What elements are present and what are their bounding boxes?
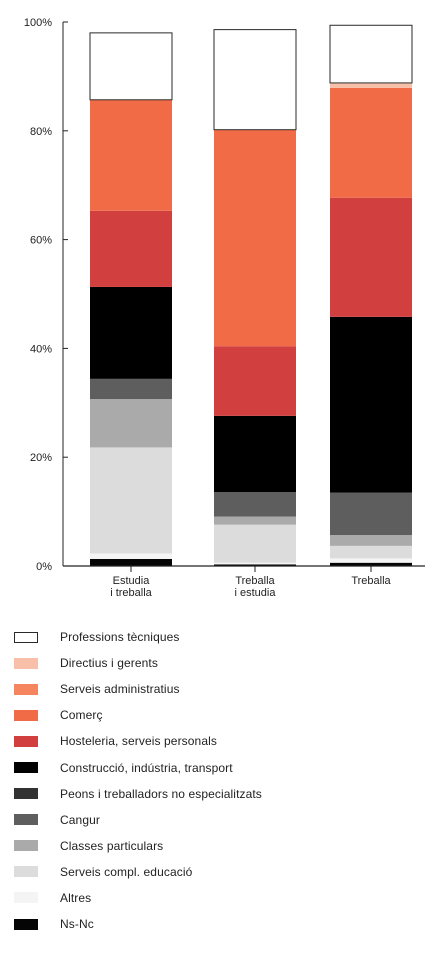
legend-item: Professions tècniques [14, 624, 424, 650]
y-tick-label: 0% [36, 561, 52, 573]
bar-segment [330, 534, 412, 546]
bar-segment [330, 492, 412, 535]
bar-segment [330, 558, 412, 563]
bar-segment [330, 562, 412, 566]
legend-label: Construcció, indústria, transport [60, 760, 233, 775]
bar-segment [330, 87, 412, 198]
bar-segment [330, 545, 412, 559]
y-tick-label: 40% [30, 343, 52, 355]
y-tick-label: 60% [30, 235, 52, 247]
legend-swatch [14, 892, 38, 904]
bar-segment [90, 378, 172, 399]
bar-segment [330, 82, 412, 88]
legend-swatch [14, 814, 38, 826]
legend-swatch [14, 762, 38, 774]
legend-label: Altres [60, 890, 92, 905]
bar-segment [89, 32, 173, 101]
legend-swatch [14, 683, 38, 695]
x-tick-label: Treballa [351, 575, 391, 587]
x-tick-label: Treballa [235, 575, 275, 587]
x-tick-label: i treballa [110, 587, 152, 599]
bar-segment [214, 492, 296, 517]
legend-item: Cangur [14, 807, 424, 833]
bar-segment [214, 564, 296, 566]
bar-segment [330, 316, 412, 493]
legend-label: Professions tècniques [60, 630, 180, 645]
bar-segment [90, 447, 172, 554]
y-tick-label: 100% [24, 17, 52, 29]
legend-item: Construcció, indústria, transport [14, 754, 424, 780]
y-tick-label: 80% [30, 126, 52, 138]
x-tick-label: Estudia [113, 575, 151, 587]
legend-label: Directius i gerents [60, 656, 158, 671]
legend-label: Cangur [60, 812, 100, 827]
bar-segment [214, 524, 296, 563]
bar-segment [329, 24, 413, 84]
legend-swatch [14, 735, 38, 747]
bar-segment [214, 346, 296, 416]
legend-label: Hosteleria, serveis personals [60, 734, 217, 749]
bar-segment [214, 129, 296, 347]
bar-segment [90, 210, 172, 287]
legend-item: Classes particulars [14, 833, 424, 859]
legend-label: Ns-Nc [60, 917, 94, 932]
legend-label: Serveis administratius [60, 682, 180, 697]
legend-label: Comerç [60, 708, 103, 723]
bar-segment [90, 286, 172, 379]
legend-swatch [14, 788, 38, 800]
bar-segment [214, 516, 296, 525]
legend-item: Altres [14, 885, 424, 911]
legend-swatch [14, 709, 38, 721]
bar-segment [90, 398, 172, 448]
bar-segment [213, 29, 297, 131]
legend-item: Hosteleria, serveis personals [14, 728, 424, 754]
legend-swatch [14, 631, 38, 643]
bar-segment [90, 558, 172, 566]
legend-item: Directius i gerents [14, 650, 424, 676]
legend-swatch [14, 840, 38, 852]
legend-item: Comerç [14, 702, 424, 728]
legend-item: Ns-Nc [14, 911, 424, 937]
legend-item: Serveis compl. educació [14, 859, 424, 885]
legend-swatch [14, 918, 38, 930]
legend-item: Serveis administratius [14, 676, 424, 702]
x-tick-label: i estudia [235, 587, 277, 599]
bar-segment [330, 197, 412, 317]
bar-segment [214, 562, 296, 565]
bar-segment [90, 553, 172, 559]
legend-label: Peons i treballadors no especialitzats [60, 786, 262, 801]
legend-label: Serveis compl. educació [60, 864, 193, 879]
bar-segment [214, 415, 296, 493]
y-tick-label: 20% [30, 452, 52, 464]
legend-swatch [14, 866, 38, 878]
legend-label: Classes particulars [60, 838, 164, 853]
legend-swatch [14, 657, 38, 669]
bar-segment [90, 99, 172, 211]
legend-item: Peons i treballadors no especialitzats [14, 781, 424, 807]
chart-legend: Professions tècniques Directius i gerents… [14, 624, 424, 937]
